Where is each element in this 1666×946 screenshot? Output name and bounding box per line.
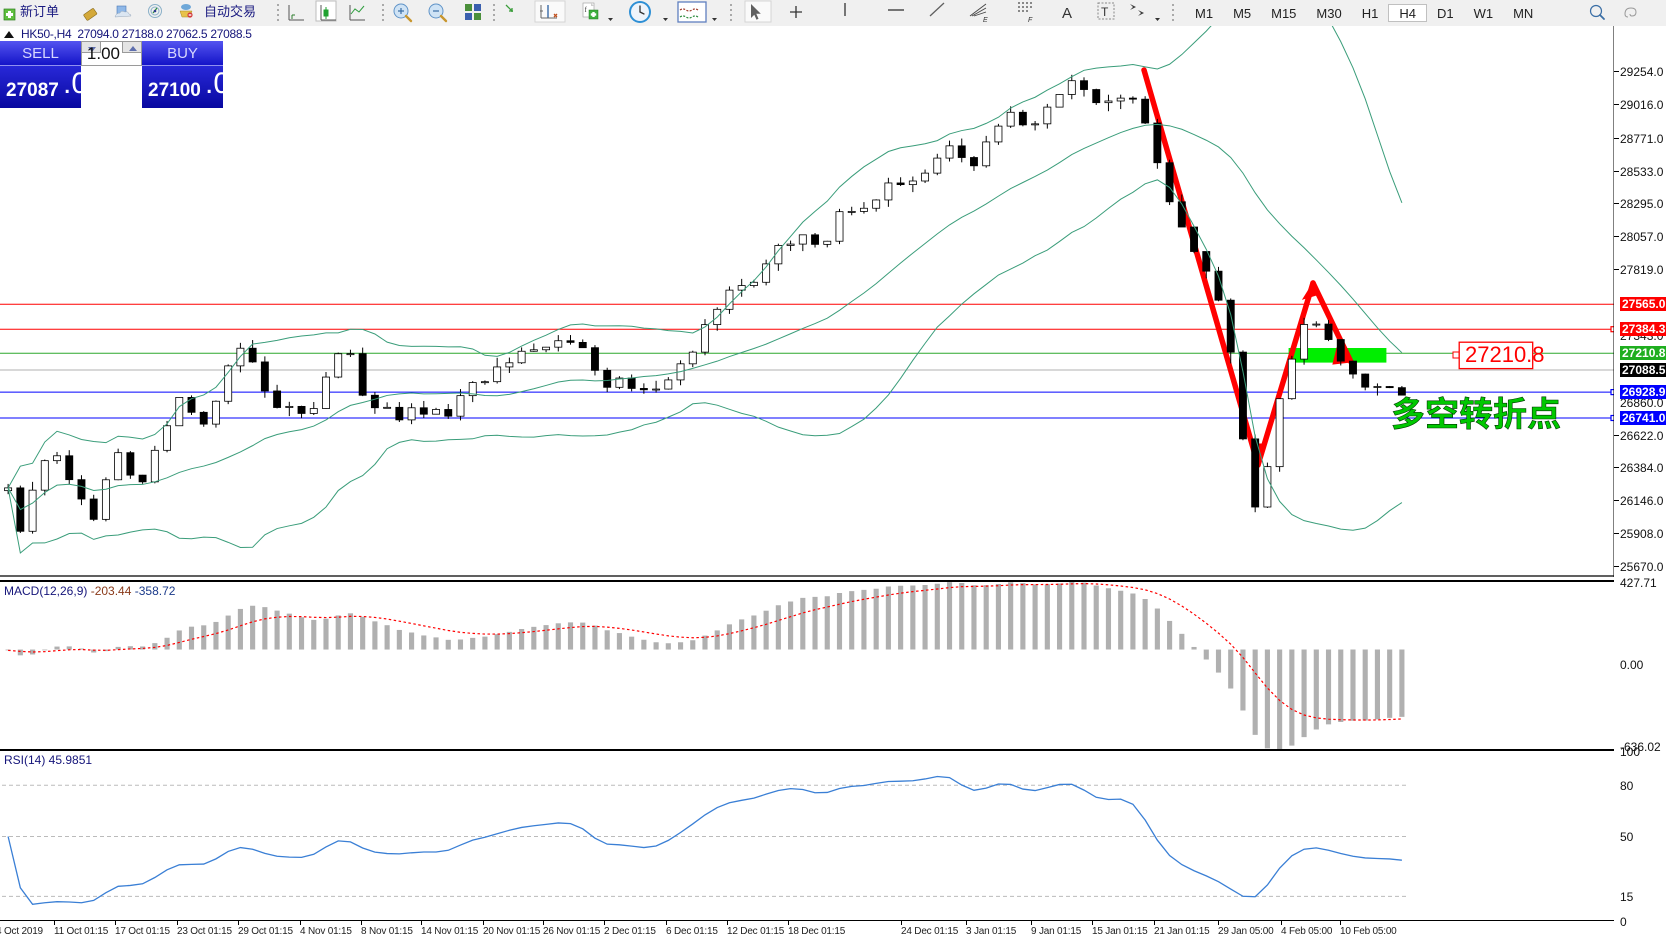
- svg-text:新订单: 新订单: [20, 4, 59, 19]
- svg-text:T: T: [1101, 5, 1109, 19]
- svg-text:F: F: [1028, 17, 1033, 24]
- svg-text:自动交易: 自动交易: [204, 4, 256, 19]
- svg-text:27210.8: 27210.8: [1465, 342, 1545, 367]
- svg-text:E: E: [983, 17, 988, 24]
- svg-text:多空转折点: 多空转折点: [1391, 387, 1561, 436]
- svg-text:A: A: [1062, 5, 1072, 22]
